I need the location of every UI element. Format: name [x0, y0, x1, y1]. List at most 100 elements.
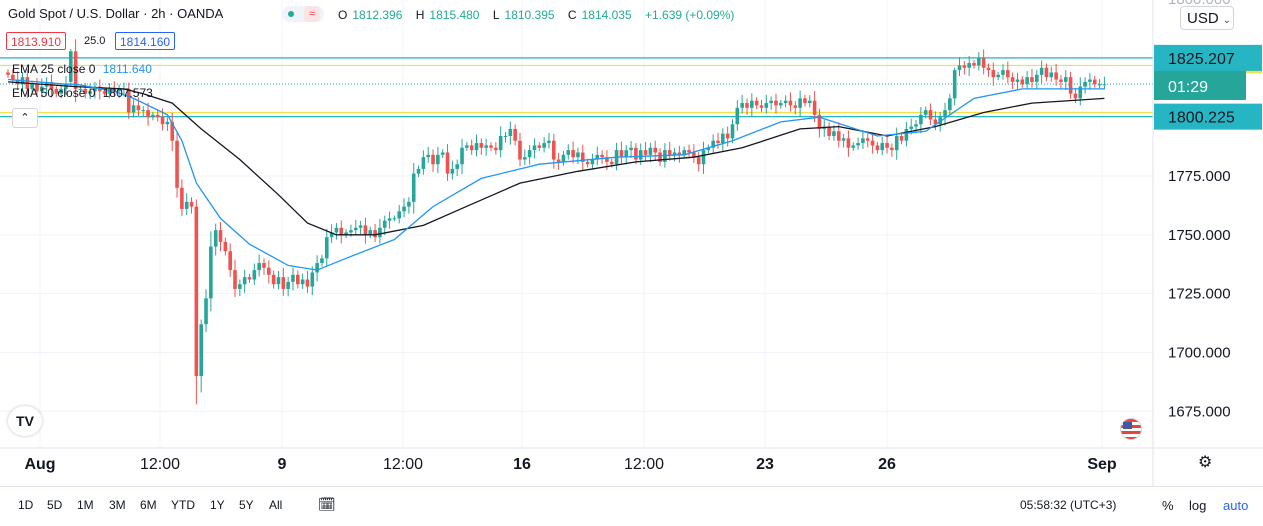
range-button-5y[interactable]: 5Y — [239, 498, 254, 512]
candle-body — [629, 147, 633, 151]
sell-price-button[interactable]: 1813.910 — [6, 32, 67, 50]
candle-body — [899, 136, 904, 141]
candle-body — [658, 152, 662, 162]
percent-toggle[interactable]: % — [1162, 498, 1174, 513]
candle-body — [1088, 79, 1092, 82]
candle-body — [996, 74, 1000, 78]
candle-body — [1063, 77, 1068, 82]
candle-body — [324, 237, 329, 259]
candle-body — [648, 147, 653, 155]
candle-body — [812, 100, 817, 115]
candle-body — [977, 58, 981, 66]
range-button-5d[interactable]: 5D — [47, 498, 63, 512]
candle-body — [634, 147, 638, 160]
resistance-label-bg — [1154, 44, 1262, 71]
tradingview-logo-icon[interactable]: TV — [8, 406, 42, 436]
range-button-all[interactable]: All — [269, 498, 283, 512]
calendar-goto-icon[interactable]: 🗓 — [318, 496, 336, 512]
candle-body — [933, 119, 938, 125]
open-value: 1812.396 — [352, 8, 403, 22]
candle-body — [407, 201, 411, 207]
time-axis[interactable]: Aug 12:00 9 12:00 16 12:00 23 26 Sep — [24, 456, 1116, 473]
candle-body — [576, 152, 580, 158]
range-button-6m[interactable]: 6M — [140, 498, 157, 512]
candle-body — [431, 154, 435, 165]
settings-gear-icon[interactable]: ⚙ — [1198, 454, 1213, 471]
candle-body — [503, 136, 508, 138]
candle-body — [131, 105, 136, 113]
candle-body — [551, 140, 556, 160]
candle-body — [233, 270, 237, 289]
ema50-legend[interactable]: EMA 50 close 0 1807.573 — [12, 86, 153, 100]
candle-body — [175, 140, 179, 188]
price-axis-label: 1750.000 — [1168, 227, 1231, 244]
symbol-legend[interactable]: Gold Spot / U.S. Dollar · 2h · OANDA — [8, 6, 223, 21]
candle-body — [696, 157, 701, 165]
candle-body — [914, 124, 918, 127]
candle-body — [392, 218, 397, 220]
candle-body — [793, 105, 798, 108]
low-value: 1810.395 — [504, 8, 555, 22]
time-axis-label: Sep — [1087, 456, 1117, 473]
range-button-1y[interactable]: 1Y — [210, 498, 225, 512]
ema-lines — [7, 78, 1105, 271]
collapse-legend-button[interactable]: ⌃ — [12, 108, 38, 128]
candle-body — [286, 281, 290, 289]
clock-display[interactable]: 05:58:32 (UTC+3) — [1020, 498, 1117, 512]
candle-body — [416, 168, 421, 174]
bottom-toolbar — [0, 486, 1263, 526]
candle-body — [817, 114, 822, 129]
candle-body — [1006, 70, 1010, 78]
buy-price-button[interactable]: 1814.160 — [115, 32, 176, 50]
time-axis-label: 26 — [878, 456, 896, 473]
candle-body — [6, 72, 10, 75]
candle-body — [460, 147, 464, 165]
candle-body — [68, 51, 73, 82]
candle-body — [952, 70, 957, 99]
market-status[interactable]: ≈ — [282, 6, 324, 22]
candle-body — [764, 103, 769, 108]
currency-selector[interactable]: USD ⌄ — [1180, 6, 1234, 30]
range-button-3m[interactable]: 3M — [109, 498, 126, 512]
price-axis-label: 1700.000 — [1168, 344, 1231, 361]
candle-body — [981, 58, 986, 68]
auto-toggle[interactable]: auto — [1223, 498, 1249, 513]
candle-body — [875, 145, 880, 151]
candle-body — [73, 51, 78, 89]
candle-body — [861, 138, 865, 144]
candle-body — [986, 67, 991, 71]
candle-body — [107, 88, 112, 94]
price-axis[interactable]: 1800.000 1775.000 1750.000 1725.000 1700.000… — [1154, 0, 1262, 420]
price-axis-label: 1725.000 — [1168, 286, 1231, 303]
candle-body — [619, 150, 624, 158]
candle-body — [1001, 70, 1005, 75]
candle-body — [745, 103, 749, 108]
candle-body — [353, 227, 358, 231]
spread-value: 25.0 — [84, 35, 106, 47]
us-flag-icon[interactable] — [1120, 418, 1142, 440]
range-button-1d[interactable]: 1D — [18, 498, 34, 512]
range-button-1m[interactable]: 1M — [77, 498, 94, 512]
candle-body — [1097, 84, 1102, 86]
candle-body — [305, 279, 310, 287]
candle-body — [556, 159, 561, 162]
candle-body — [846, 138, 851, 148]
candle-body — [561, 154, 566, 162]
candle-body — [151, 114, 155, 118]
candle-body — [117, 88, 121, 92]
ema25-legend[interactable]: EMA 25 close 0 1811.640 — [12, 62, 152, 76]
range-button-ytd[interactable]: YTD — [171, 498, 195, 512]
candle-body — [890, 147, 894, 151]
candle-body — [1054, 72, 1058, 80]
candle-body — [368, 230, 373, 235]
candle-body — [382, 220, 387, 228]
candle-body — [967, 63, 971, 68]
candle-body — [518, 140, 522, 160]
candle-body — [155, 114, 160, 118]
candle-body — [701, 150, 706, 165]
log-toggle[interactable]: log — [1189, 498, 1207, 513]
candle-body — [276, 277, 281, 285]
candle-body — [489, 145, 493, 148]
candle-body — [180, 187, 184, 209]
